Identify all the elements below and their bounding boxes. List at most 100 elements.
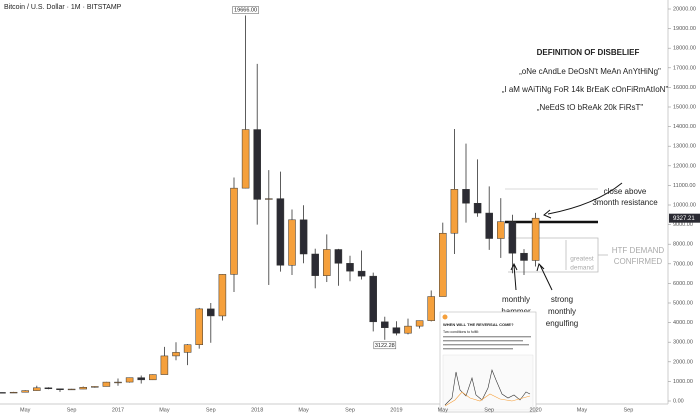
inset-text: Two conditions to fulfill:: [443, 330, 479, 334]
candle-body: [439, 232, 447, 297]
candle-body: [253, 129, 261, 200]
candle-body: [392, 327, 401, 334]
candle-body: [125, 377, 134, 383]
candle-body: [508, 221, 517, 254]
y-tick-label: 3000.00: [673, 340, 693, 346]
x-tick-label: Sep: [206, 407, 216, 413]
annotation-note: monthly: [502, 295, 530, 304]
candle-body: [427, 296, 435, 321]
candle-body: [207, 308, 215, 317]
candle-body: [323, 249, 331, 276]
arrow-head: [536, 263, 545, 272]
high-label: 19666.00: [234, 7, 257, 13]
annotation-note: CONFIRMED: [614, 257, 663, 266]
candle-body: [369, 275, 377, 323]
candle-body: [531, 217, 540, 261]
candle-body: [67, 388, 76, 391]
inset-chart: [442, 354, 534, 411]
arrow: [547, 182, 623, 215]
candle-body: [299, 219, 308, 255]
last-price-label: 9327.21: [673, 216, 695, 222]
candle-body: [56, 388, 64, 390]
x-tick-label: Sep: [67, 407, 77, 413]
candle-body: [91, 386, 99, 388]
last-price-box: [669, 213, 700, 223]
inset-text-line: [443, 336, 531, 338]
y-tick-label: 2000.00: [673, 359, 693, 365]
candle-body: [195, 308, 203, 345]
inset-avatar: [442, 314, 448, 320]
candle-body: [137, 377, 145, 381]
inset-screenshot: WHEN WILL THE REVERSAL COME? Two conditi…: [439, 311, 537, 413]
y-tick-label: 5000.00: [673, 300, 693, 306]
inset-text-line: [443, 344, 529, 346]
annotation-note: engulfing: [546, 319, 578, 328]
candle-body: [149, 374, 157, 381]
candle-body: [462, 189, 470, 204]
x-tick-label: May: [298, 407, 309, 413]
annotation-note: close above: [604, 187, 647, 196]
inset-line: [444, 391, 531, 407]
chart-title: Bitcoin / U.S. Dollar · 1M · BITSTAMP: [4, 4, 122, 11]
candle-body: [276, 198, 285, 266]
y-tick-label: 1000.00: [673, 379, 693, 385]
arrow-head: [543, 209, 552, 219]
candle-body: [520, 252, 528, 261]
candle-body: [346, 263, 354, 272]
candle-body: [160, 355, 169, 375]
annotation-note: greatest: [570, 256, 594, 263]
x-tick-label: Sep: [624, 407, 634, 413]
annotation-quote: „oNe cAndLe DeOsN't MeAn AnYtHiNg": [519, 67, 661, 76]
arrow: [539, 264, 553, 291]
candle-body: [183, 344, 192, 353]
y-tick-label: 15000.00: [673, 104, 696, 110]
y-tick-label: 16000.00: [673, 85, 696, 91]
candle-body: [114, 381, 122, 384]
y-tick-label: 12000.00: [673, 163, 696, 169]
arrow: [513, 264, 517, 291]
y-tick-label: 0.00: [673, 398, 684, 404]
x-tick-label: Sep: [484, 407, 494, 413]
x-tick-label: 2020: [529, 407, 541, 413]
annotation-note: monthly: [548, 307, 576, 316]
candle-body: [218, 274, 227, 317]
y-tick-label: 14000.00: [673, 124, 696, 130]
inset-line: [444, 368, 531, 406]
candle-body: [241, 129, 250, 189]
candle-body: [79, 387, 87, 390]
high-label-box: [232, 6, 259, 14]
candle-body: [230, 187, 238, 275]
candle-body: [21, 390, 29, 393]
candle-body: [334, 249, 343, 264]
y-tick-label: 10000.00: [673, 202, 696, 208]
low-label-box: [373, 341, 397, 350]
annotation-quote: „NeEdS tO bReAk 20k FiRsT": [537, 103, 644, 112]
y-tick-label: 4000.00: [673, 320, 693, 326]
y-tick-label: 20000.00: [673, 6, 696, 12]
x-tick-label: May: [20, 407, 31, 413]
candle-body: [288, 219, 296, 266]
candle-body: [9, 391, 18, 394]
candle-body: [381, 321, 389, 328]
x-tick-label: May: [438, 407, 449, 413]
candle-body: [450, 189, 459, 234]
inset-title: WHEN WILL THE REVERSAL COME?: [443, 322, 514, 327]
candle-body: [33, 387, 41, 391]
x-tick-label: Sep: [345, 407, 355, 413]
y-tick-label: 9000.00: [673, 222, 693, 228]
x-tick-label: 2017: [112, 407, 124, 413]
y-tick-label: 7000.00: [673, 261, 693, 267]
low-label: 3122.28: [375, 343, 395, 349]
annotation-note: 3month resistance: [592, 198, 658, 207]
y-tick-label: 11000.00: [673, 183, 696, 189]
annotation-note: HTF DEMAND: [612, 246, 665, 255]
y-tick-label: 13000.00: [673, 144, 696, 150]
inset-text-line: [443, 340, 523, 342]
candle-body: [357, 270, 366, 277]
candle-body: [415, 320, 424, 327]
candle-body: [172, 352, 180, 357]
y-tick-label: 17000.00: [673, 65, 696, 71]
annotation-note: hammer: [501, 307, 531, 316]
annotation-quote: „I aM wAiTiNg FoR 14k BrEaK cOnFiRmAtIoN…: [502, 85, 669, 94]
